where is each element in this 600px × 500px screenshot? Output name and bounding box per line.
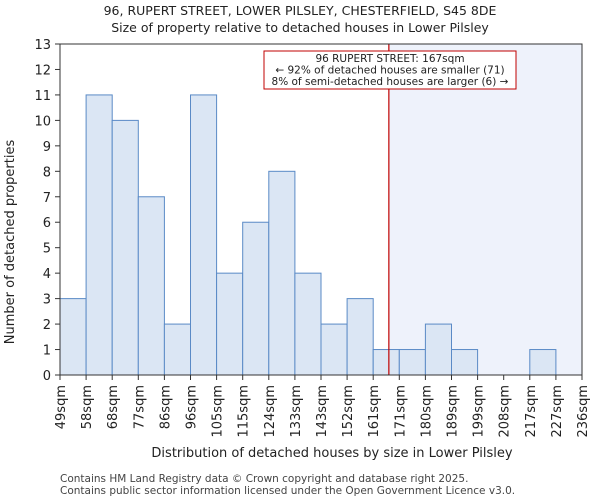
- y-tick-label: 13: [34, 38, 51, 53]
- bar-152sqm: [346, 298, 374, 376]
- bar-68sqm: [111, 119, 139, 376]
- bar-124sqm: [268, 170, 296, 376]
- bar-189sqm: [451, 349, 479, 376]
- bar-86sqm: [163, 323, 191, 376]
- x-tick-label: 199sqm: [472, 385, 487, 438]
- x-tick-label: 217sqm: [524, 385, 539, 438]
- chart-subtitle: Size of property relative to detached ho…: [111, 20, 489, 35]
- footer-line-1: Contains HM Land Registry data © Crown c…: [60, 473, 468, 485]
- bar-161sqm: [372, 349, 400, 376]
- y-tick-label: 2: [43, 318, 51, 333]
- y-tick-label: 4: [43, 267, 51, 282]
- y-tick-label: 8: [43, 165, 51, 180]
- bar-49sqm: [59, 298, 87, 376]
- bar-58sqm: [85, 94, 113, 376]
- shaded-region: [388, 44, 582, 375]
- x-tick-label: 227sqm: [550, 385, 565, 438]
- bar-180sqm: [424, 323, 452, 376]
- footer-line-2: Contains public sector information licen…: [60, 485, 515, 497]
- x-tick-label: 68sqm: [106, 385, 121, 429]
- bar-96sqm: [190, 94, 218, 376]
- y-tick-label: 10: [34, 114, 51, 129]
- x-tick-label: 86sqm: [158, 385, 173, 429]
- x-tick-label: 208sqm: [498, 385, 513, 438]
- y-tick-label: 5: [43, 242, 51, 257]
- chart-title: 96, RUPERT STREET, LOWER PILSLEY, CHESTE…: [104, 3, 497, 18]
- bar-143sqm: [320, 323, 348, 376]
- y-axis-label: Number of detached properties: [3, 140, 18, 345]
- x-tick-label: 105sqm: [211, 385, 226, 438]
- annotation-line-1: 96 RUPERT STREET: 167sqm: [315, 53, 464, 65]
- x-tick-label: 180sqm: [419, 385, 434, 438]
- x-axis-label: Distribution of detached houses by size …: [151, 446, 512, 461]
- x-tick-label: 58sqm: [80, 385, 95, 429]
- bar-105sqm: [216, 272, 244, 376]
- annotation-line-2: ← 92% of detached houses are smaller (71…: [275, 65, 504, 77]
- y-tick-label: 3: [43, 293, 51, 308]
- y-tick-label: 9: [43, 140, 51, 155]
- bar-77sqm: [137, 196, 165, 376]
- x-tick-label: 49sqm: [54, 385, 69, 429]
- x-tick-label: 161sqm: [367, 385, 382, 438]
- x-tick-label: 171sqm: [393, 385, 408, 438]
- x-tick-label: 143sqm: [315, 385, 330, 438]
- x-tick-label: 189sqm: [446, 385, 461, 438]
- bar-217sqm: [529, 349, 557, 376]
- y-tick-label: 12: [34, 63, 51, 78]
- x-tick-label: 152sqm: [341, 385, 356, 438]
- annotation-line-3: 8% of semi-detached houses are larger (6…: [272, 76, 509, 88]
- y-tick-label: 6: [43, 216, 51, 231]
- y-tick-label: 7: [43, 191, 51, 206]
- x-tick-label: 133sqm: [289, 385, 304, 438]
- y-tick-label: 1: [43, 344, 51, 359]
- bar-115sqm: [242, 221, 270, 376]
- y-tick-label: 0: [43, 369, 51, 384]
- x-tick-label: 77sqm: [132, 385, 147, 429]
- x-tick-label: 96sqm: [185, 385, 200, 429]
- bar-171sqm: [398, 349, 426, 376]
- annotation-box: [263, 50, 517, 90]
- x-tick-label: 124sqm: [263, 385, 278, 438]
- x-tick-label: 236sqm: [576, 385, 591, 438]
- y-tick-label: 11: [34, 89, 51, 104]
- x-tick-label: 115sqm: [237, 385, 252, 438]
- bar-133sqm: [294, 272, 322, 376]
